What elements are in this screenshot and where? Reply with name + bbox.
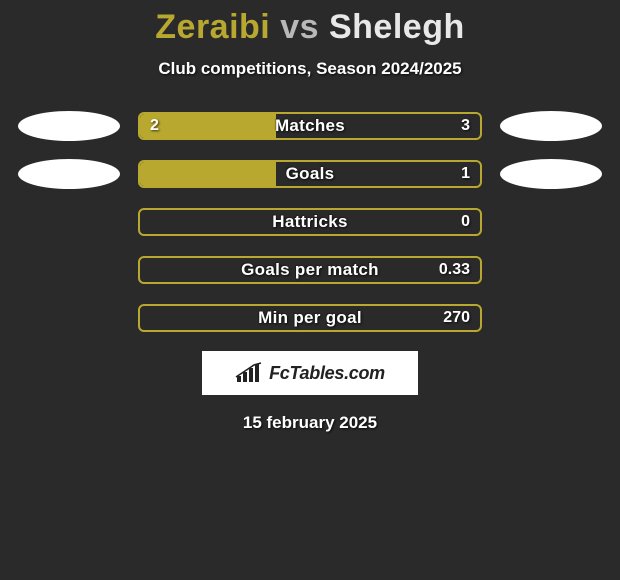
player2-marker	[500, 111, 602, 141]
comparison-card: Zeraibi vs Shelegh Club competitions, Se…	[0, 0, 620, 433]
stat-bar: 2Matches3	[138, 112, 482, 140]
stat-label: Min per goal	[140, 306, 480, 330]
brand-chart-icon	[235, 362, 263, 384]
stat-row: Goals per match0.33	[0, 255, 620, 285]
stat-value-right: 1	[451, 162, 480, 186]
page-title: Zeraibi vs Shelegh	[0, 8, 620, 47]
subtitle: Club competitions, Season 2024/2025	[0, 59, 620, 79]
stat-bar: Hattricks0	[138, 208, 482, 236]
player2-marker	[500, 159, 602, 189]
stat-label: Goals	[140, 162, 480, 186]
stat-value-right: 0.33	[429, 258, 480, 282]
stat-label: Hattricks	[140, 210, 480, 234]
stat-row: Goals1	[0, 159, 620, 189]
player2-name: Shelegh	[329, 8, 465, 46]
vs-text: vs	[280, 8, 319, 46]
stat-bar: Goals1	[138, 160, 482, 188]
stat-row: 2Matches3	[0, 111, 620, 141]
brand-text: FcTables.com	[269, 363, 385, 384]
stat-value-right: 270	[433, 306, 480, 330]
stat-value-right: 3	[451, 114, 480, 138]
player1-marker	[18, 111, 120, 141]
brand-badge[interactable]: FcTables.com	[202, 351, 418, 395]
stat-value-right: 0	[451, 210, 480, 234]
player1-marker	[18, 159, 120, 189]
stat-row: Hattricks0	[0, 207, 620, 237]
date-text: 15 february 2025	[0, 413, 620, 433]
stat-bar: Goals per match0.33	[138, 256, 482, 284]
stat-row: Min per goal270	[0, 303, 620, 333]
player1-name: Zeraibi	[155, 8, 270, 46]
stats-list: 2Matches3 Goals1 Hattricks0 Goals per match…	[0, 111, 620, 333]
stat-label: Matches	[140, 114, 480, 138]
stat-bar: Min per goal270	[138, 304, 482, 332]
